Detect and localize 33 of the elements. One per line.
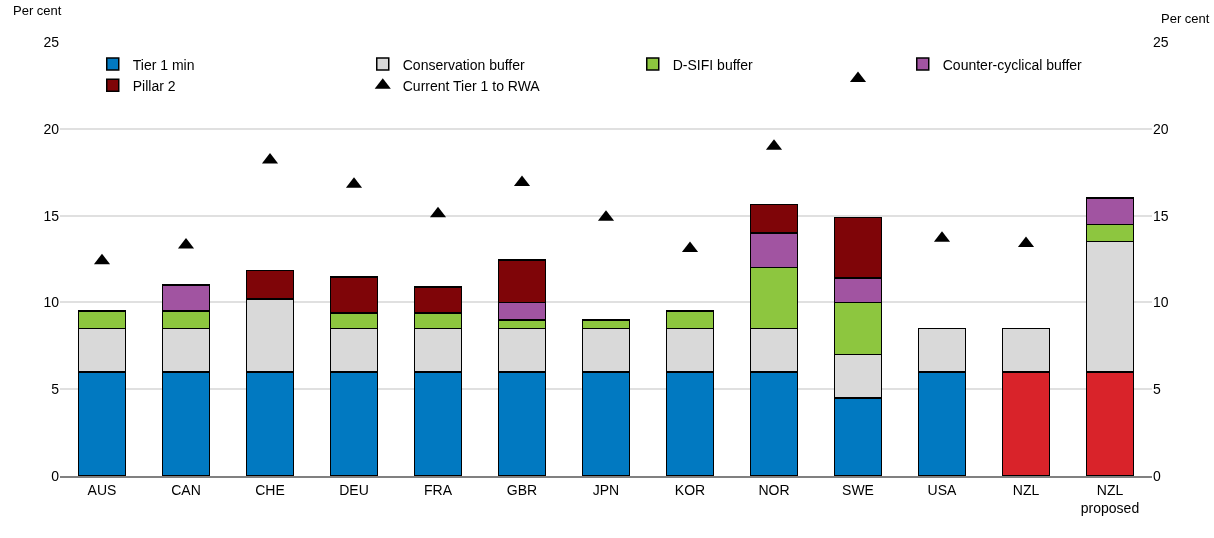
x-tick-label: GBR	[506, 481, 538, 498]
y-tick-label: 15	[43, 207, 60, 224]
x-tick-label: NZL proposed	[1080, 481, 1140, 516]
x-tick-label: JPN	[592, 481, 620, 498]
x-tick-label: SWE	[842, 481, 874, 498]
y-tick-label: 25	[43, 33, 60, 50]
y-tick-label: 0	[51, 467, 60, 484]
y2-tick-label: 0	[1153, 467, 1161, 484]
x-tick-label: CAN	[171, 481, 201, 498]
x-tick-label: NOR	[758, 481, 790, 498]
x-tick-label: FRA	[424, 481, 453, 498]
y2-tick-label: 15	[1153, 207, 1169, 224]
y-axis-title: Per cent	[13, 3, 62, 18]
legend-label: Current Tier 1 to RWA	[402, 77, 541, 94]
x-tick-label: USA	[927, 481, 958, 498]
y-tick-label: 20	[43, 120, 60, 137]
y2-tick-label: 5	[1153, 381, 1161, 398]
x-tick-label: AUS	[87, 481, 117, 498]
x-tick-label: NZL	[1012, 481, 1040, 498]
legend-label: Counter-cyclical buffer	[942, 56, 1083, 73]
x-tick-label: CHE	[255, 481, 285, 498]
x-tick-label: DEU	[339, 481, 369, 498]
y-tick-label: 5	[51, 381, 60, 398]
y2-tick-label: 25	[1153, 33, 1169, 50]
legend-label: Tier 1 min	[132, 56, 195, 73]
legend-label: D-SIFI buffer	[672, 56, 753, 73]
y-tick-label: 10	[43, 294, 60, 311]
y2-axis-title: Per cent	[1161, 11, 1210, 26]
x-tick-label: KOR	[674, 481, 706, 498]
legend-label: Conservation buffer	[402, 56, 526, 73]
legend-label: Pillar 2	[132, 77, 176, 94]
y2-tick-label: 20	[1153, 120, 1169, 137]
y2-tick-label: 10	[1153, 294, 1169, 311]
